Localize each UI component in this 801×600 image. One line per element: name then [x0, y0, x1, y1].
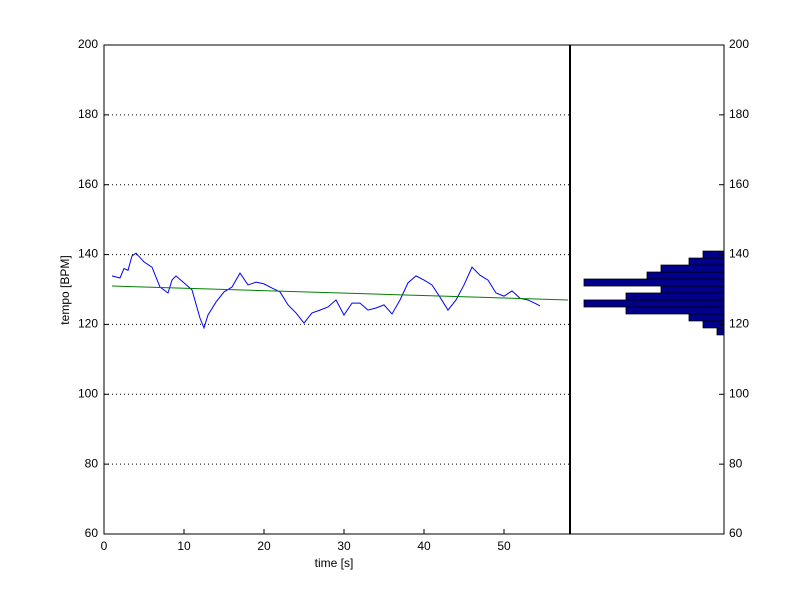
y-tick-label: 200 [78, 37, 98, 51]
y-tick-label: 100 [729, 386, 749, 400]
x-tick-label: 40 [417, 539, 431, 553]
y-tick-label: 60 [729, 526, 743, 540]
x-tick-label: 0 [101, 539, 108, 553]
y-tick-label: 120 [78, 317, 98, 331]
y-tick-label: 200 [729, 37, 749, 51]
y-tick-label: 80 [85, 456, 99, 470]
histogram-bar [716, 327, 725, 336]
x-tick-label: 50 [497, 539, 511, 553]
x-tick-label: 10 [177, 539, 191, 553]
y-tick-label: 80 [729, 456, 743, 470]
y-tick-label: 100 [78, 386, 98, 400]
histogram-bar [583, 278, 725, 287]
histogram-bar [646, 271, 725, 280]
histogram-bar [688, 257, 725, 266]
y-tick-label: 180 [729, 107, 749, 121]
data-line [111, 285, 569, 301]
y-tick-label: 60 [85, 526, 99, 540]
y-tick-label: 140 [729, 247, 749, 261]
x-tick-label: 20 [257, 539, 271, 553]
histogram-bar [625, 306, 725, 315]
histogram-bar [688, 313, 725, 322]
data-line [111, 252, 541, 330]
x-tick-label: 30 [337, 539, 351, 553]
y-tick-label: 120 [729, 317, 749, 331]
histogram-bar [660, 285, 725, 294]
histogram-bar [660, 264, 725, 273]
histogram-bar [625, 292, 725, 301]
y-tick-label: 180 [78, 107, 98, 121]
y-tick-label: 160 [729, 177, 749, 191]
x-axis-label: time [s] [315, 556, 354, 570]
histogram-bar [583, 299, 725, 308]
y-tick-label: 160 [78, 177, 98, 191]
y-tick-label: 140 [78, 247, 98, 261]
y-axis-label: tempo [BPM] [58, 255, 72, 324]
